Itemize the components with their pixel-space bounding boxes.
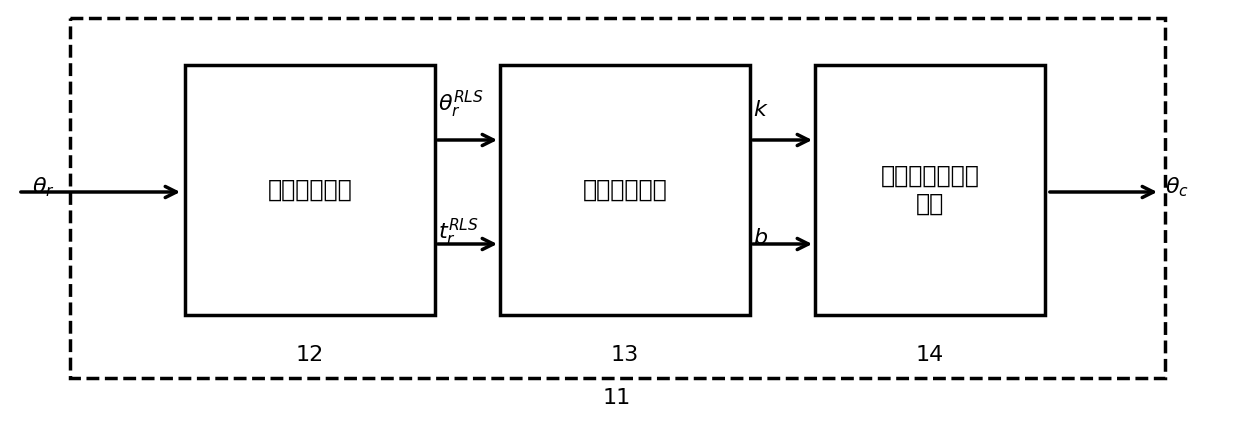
Text: 位置预测及补偿
单元: 位置预测及补偿 单元 (880, 164, 980, 216)
Text: 线性回归单元: 线性回归单元 (583, 178, 667, 202)
Text: 13: 13 (611, 345, 639, 365)
Text: 11: 11 (603, 388, 631, 408)
Text: $t_r^{RLS}$: $t_r^{RLS}$ (438, 217, 479, 248)
Text: $\theta_r^{RLS}$: $\theta_r^{RLS}$ (438, 89, 484, 120)
Text: $b$: $b$ (753, 228, 768, 248)
Text: $\theta_c$: $\theta_c$ (1166, 175, 1189, 199)
Bar (815, 65, 1045, 315)
Bar (185, 65, 435, 315)
Bar (500, 65, 750, 315)
Bar (69, 18, 1166, 378)
Text: $k$: $k$ (753, 100, 769, 120)
Text: $\theta_r$: $\theta_r$ (32, 175, 55, 199)
Text: 12: 12 (296, 345, 324, 365)
Text: 14: 14 (916, 345, 944, 365)
Text: 数据存储单元: 数据存储单元 (268, 178, 352, 202)
